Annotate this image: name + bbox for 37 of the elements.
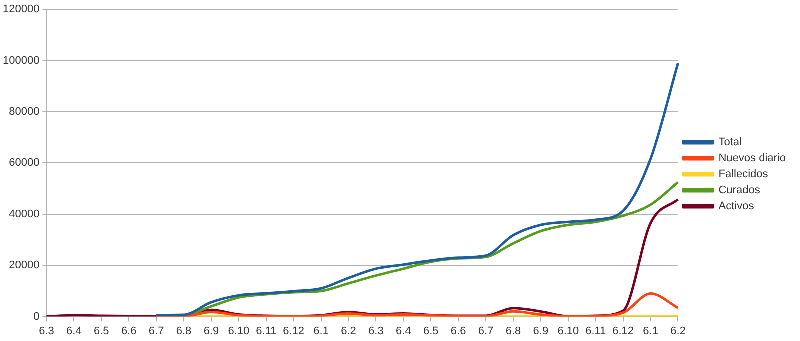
x-tick-label: 6.1 <box>643 325 658 338</box>
x-tick-label: 6.4 <box>66 325 82 338</box>
x-tick-label: 6.9 <box>533 325 549 338</box>
x-tick-label: 6.11 <box>586 325 606 338</box>
legend-label: Total <box>718 136 742 149</box>
x-tick-label: 6.5 <box>94 325 110 338</box>
line-series <box>155 62 680 317</box>
x-tick-label: 6.11 <box>256 325 277 338</box>
y-tick-label: 100000 <box>2 54 40 67</box>
y-tick-label: 0 <box>34 310 40 323</box>
x-tick-label: 6.6 <box>450 325 466 338</box>
x-tick-label: 6.7 <box>478 325 494 338</box>
x-tick-label: 6.5 <box>423 325 439 338</box>
x-tick-label: 6.12 <box>612 325 634 338</box>
x-tick-label: 6.9 <box>204 325 220 338</box>
x-tick-label: 6.8 <box>506 325 522 338</box>
x-tick-label: 6.6 <box>121 325 137 338</box>
x-tick-label: 6.2 <box>670 325 686 338</box>
legend-label: Fallecidos <box>718 168 769 181</box>
x-tick-label: 6.2 <box>341 325 356 338</box>
y-tick-label: 60000 <box>9 157 40 170</box>
x-tick-label: 6.8 <box>176 325 192 338</box>
legend-label: Nuevos diario <box>718 152 786 165</box>
y-tick-label: 40000 <box>9 208 40 220</box>
legend-label: Curados <box>718 184 761 197</box>
legend-label: Activos <box>718 200 755 213</box>
x-tick-label: 6.7 <box>148 325 164 338</box>
x-tick-label: 6.3 <box>368 325 384 338</box>
x-tick-label: 6.1 <box>314 325 329 338</box>
y-tick-label: 80000 <box>9 106 40 118</box>
x-tick-label: 6.3 <box>39 325 54 338</box>
x-tick-label: 6.10 <box>558 325 580 338</box>
x-tick-label: 6.10 <box>228 325 250 338</box>
x-tick-label: 6.12 <box>283 325 305 338</box>
y-tick-label: 120000 <box>2 4 40 16</box>
x-tick-label: 6.4 <box>396 325 412 338</box>
y-tick-label: 20000 <box>9 260 40 272</box>
